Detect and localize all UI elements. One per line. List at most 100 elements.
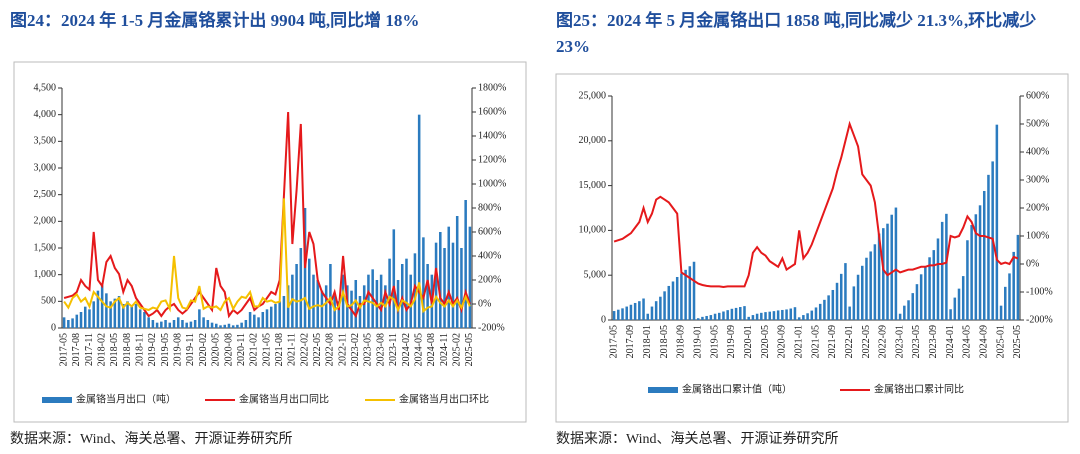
bar <box>337 301 341 328</box>
bar <box>856 274 860 320</box>
bar <box>329 264 332 328</box>
x-tick-label: 2017-05 <box>608 325 619 358</box>
bar <box>198 309 201 328</box>
y2-tick-label: 600% <box>478 226 501 237</box>
y2-tick-label: 1800% <box>478 82 506 93</box>
bar <box>422 237 425 328</box>
bar <box>464 200 467 328</box>
y2-tick-label: 400% <box>478 250 501 261</box>
x-tick-label: 2019-08 <box>173 333 184 366</box>
bar <box>751 315 755 320</box>
bar <box>193 320 197 328</box>
bar <box>130 306 134 328</box>
bar <box>915 284 919 320</box>
bar <box>760 312 763 320</box>
bar <box>755 313 759 320</box>
bar <box>659 296 662 320</box>
bar <box>814 307 818 320</box>
x-tick-label: 2022-05 <box>861 325 872 358</box>
bar <box>320 290 324 328</box>
bar <box>743 306 746 320</box>
bar <box>903 305 906 320</box>
x-tick-label: 2024-05 <box>413 333 424 366</box>
bar <box>122 304 125 328</box>
x-tick-label: 2022-05 <box>312 333 323 366</box>
bar <box>961 276 965 320</box>
bar <box>764 312 767 320</box>
x-tick-label: 2025-05 <box>464 333 475 366</box>
line <box>63 111 471 319</box>
x-tick-label: 2017-08 <box>71 333 82 366</box>
x-tick-label: 2023-05 <box>363 333 374 366</box>
bar <box>970 225 973 320</box>
x-tick-label: 2019-09 <box>726 325 737 358</box>
bar <box>709 315 713 320</box>
bar <box>776 310 780 320</box>
bar <box>253 314 256 328</box>
line <box>63 198 471 314</box>
bar <box>189 321 193 328</box>
bar <box>848 306 851 320</box>
y-tick-label: 2,500 <box>34 189 57 200</box>
bar <box>625 306 628 320</box>
bar <box>772 311 776 320</box>
bar <box>999 305 1003 320</box>
bar <box>75 314 79 328</box>
y2-tick-label: 500% <box>1026 118 1049 129</box>
bar <box>869 251 872 320</box>
x-tick-label: 2019-11 <box>185 333 196 366</box>
x-tick-label: 2022-02 <box>299 333 310 366</box>
bar <box>227 323 231 328</box>
x-tick-label: 2021-11 <box>287 333 298 366</box>
bar <box>987 174 990 320</box>
x-tick-label: 2021-05 <box>261 333 272 366</box>
bar <box>417 114 421 329</box>
bar <box>839 273 843 320</box>
x-tick-label: 2017-09 <box>625 325 636 358</box>
y2-tick-label: -200% <box>1026 314 1053 325</box>
chart-frame <box>555 73 1069 423</box>
bar <box>261 312 265 328</box>
bar <box>67 320 70 328</box>
bar <box>633 302 637 320</box>
bar <box>789 308 793 320</box>
y-tick-label: 0 <box>51 322 56 333</box>
bar <box>907 300 910 320</box>
bar <box>265 309 269 328</box>
x-tick-label: 2021-01 <box>793 325 804 358</box>
bar <box>663 291 666 320</box>
x-tick-label: 2020-05 <box>760 325 771 358</box>
bar <box>1016 234 1020 320</box>
y2-tick-label: 200% <box>1026 202 1049 213</box>
legend-label: 金属铬当月出口同比 <box>239 392 329 405</box>
bar <box>671 281 675 320</box>
bar <box>675 276 679 320</box>
bar <box>646 313 650 320</box>
x-tick-label: 2020-02 <box>198 333 209 366</box>
bar <box>995 124 999 320</box>
bar <box>688 266 692 320</box>
y-tick-label: 15,000 <box>579 180 607 191</box>
bar <box>713 313 717 320</box>
x-tick-label: 2023-02 <box>350 333 361 366</box>
bar <box>642 298 645 320</box>
bar <box>650 306 654 320</box>
x-tick-label: 2023-11 <box>388 333 399 366</box>
y-tick-label: 500 <box>41 296 56 307</box>
bar <box>231 325 235 328</box>
bar <box>936 238 940 320</box>
bar <box>701 316 704 320</box>
y2-tick-label: 1200% <box>478 154 506 165</box>
bar <box>460 248 463 328</box>
y-tick-label: 3,500 <box>34 136 57 147</box>
bar <box>278 301 281 328</box>
bar <box>629 304 633 320</box>
bar <box>455 216 459 328</box>
x-tick-label: 2018-05 <box>659 325 670 358</box>
y2-tick-label: 1000% <box>478 178 506 189</box>
bar <box>835 282 839 320</box>
y2-tick-label: 0% <box>1026 258 1039 269</box>
bar <box>928 257 931 320</box>
